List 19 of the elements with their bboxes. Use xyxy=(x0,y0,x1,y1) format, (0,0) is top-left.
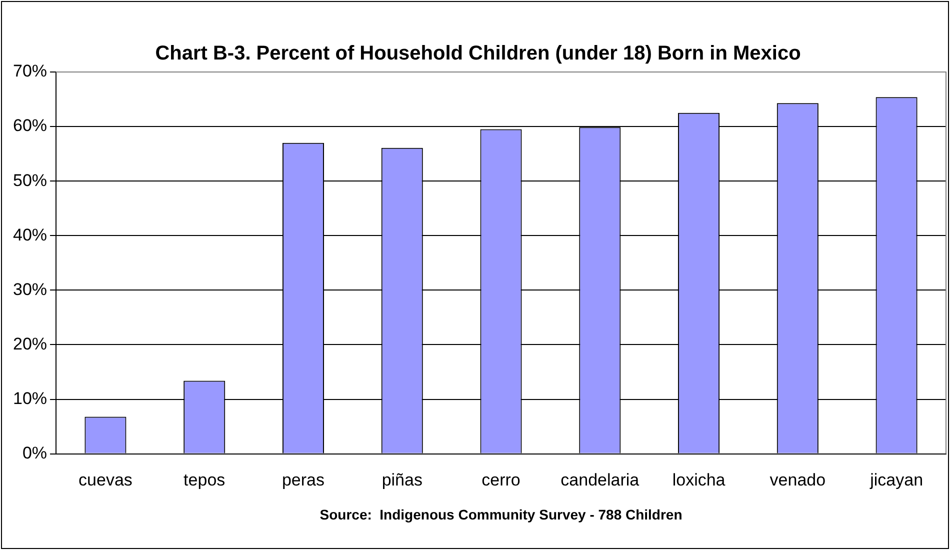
chart-title: Chart B-3. Percent of Household Children (under 18) Born in Mexico xyxy=(155,42,801,65)
y-tick-label: 10% xyxy=(12,388,48,408)
x-tick-label: venado xyxy=(770,470,826,490)
y-tick-label: 70% xyxy=(12,62,48,81)
x-tick-label: loxicha xyxy=(672,470,726,490)
x-tick-label: cerro xyxy=(482,470,520,490)
x-tick-label: piñas xyxy=(382,470,422,490)
y-tick-label: 40% xyxy=(12,225,48,244)
x-tick-label: tepos xyxy=(184,470,226,490)
y-tick-label: 0% xyxy=(22,443,48,462)
x-tick-label: cuevas xyxy=(78,470,132,490)
y-tick-label: 50% xyxy=(12,170,48,190)
y-tick-label: 30% xyxy=(12,280,48,299)
x-tick-label: peras xyxy=(282,470,325,490)
x-tick-label: jicayan xyxy=(869,470,924,490)
x-tick-label: candelaria xyxy=(560,470,640,490)
x-axis-title: Source: Indigenous Community Survey - 788 Children xyxy=(320,506,682,522)
y-tick-label: 60% xyxy=(12,116,48,136)
y-tick-label: 20% xyxy=(12,334,48,354)
